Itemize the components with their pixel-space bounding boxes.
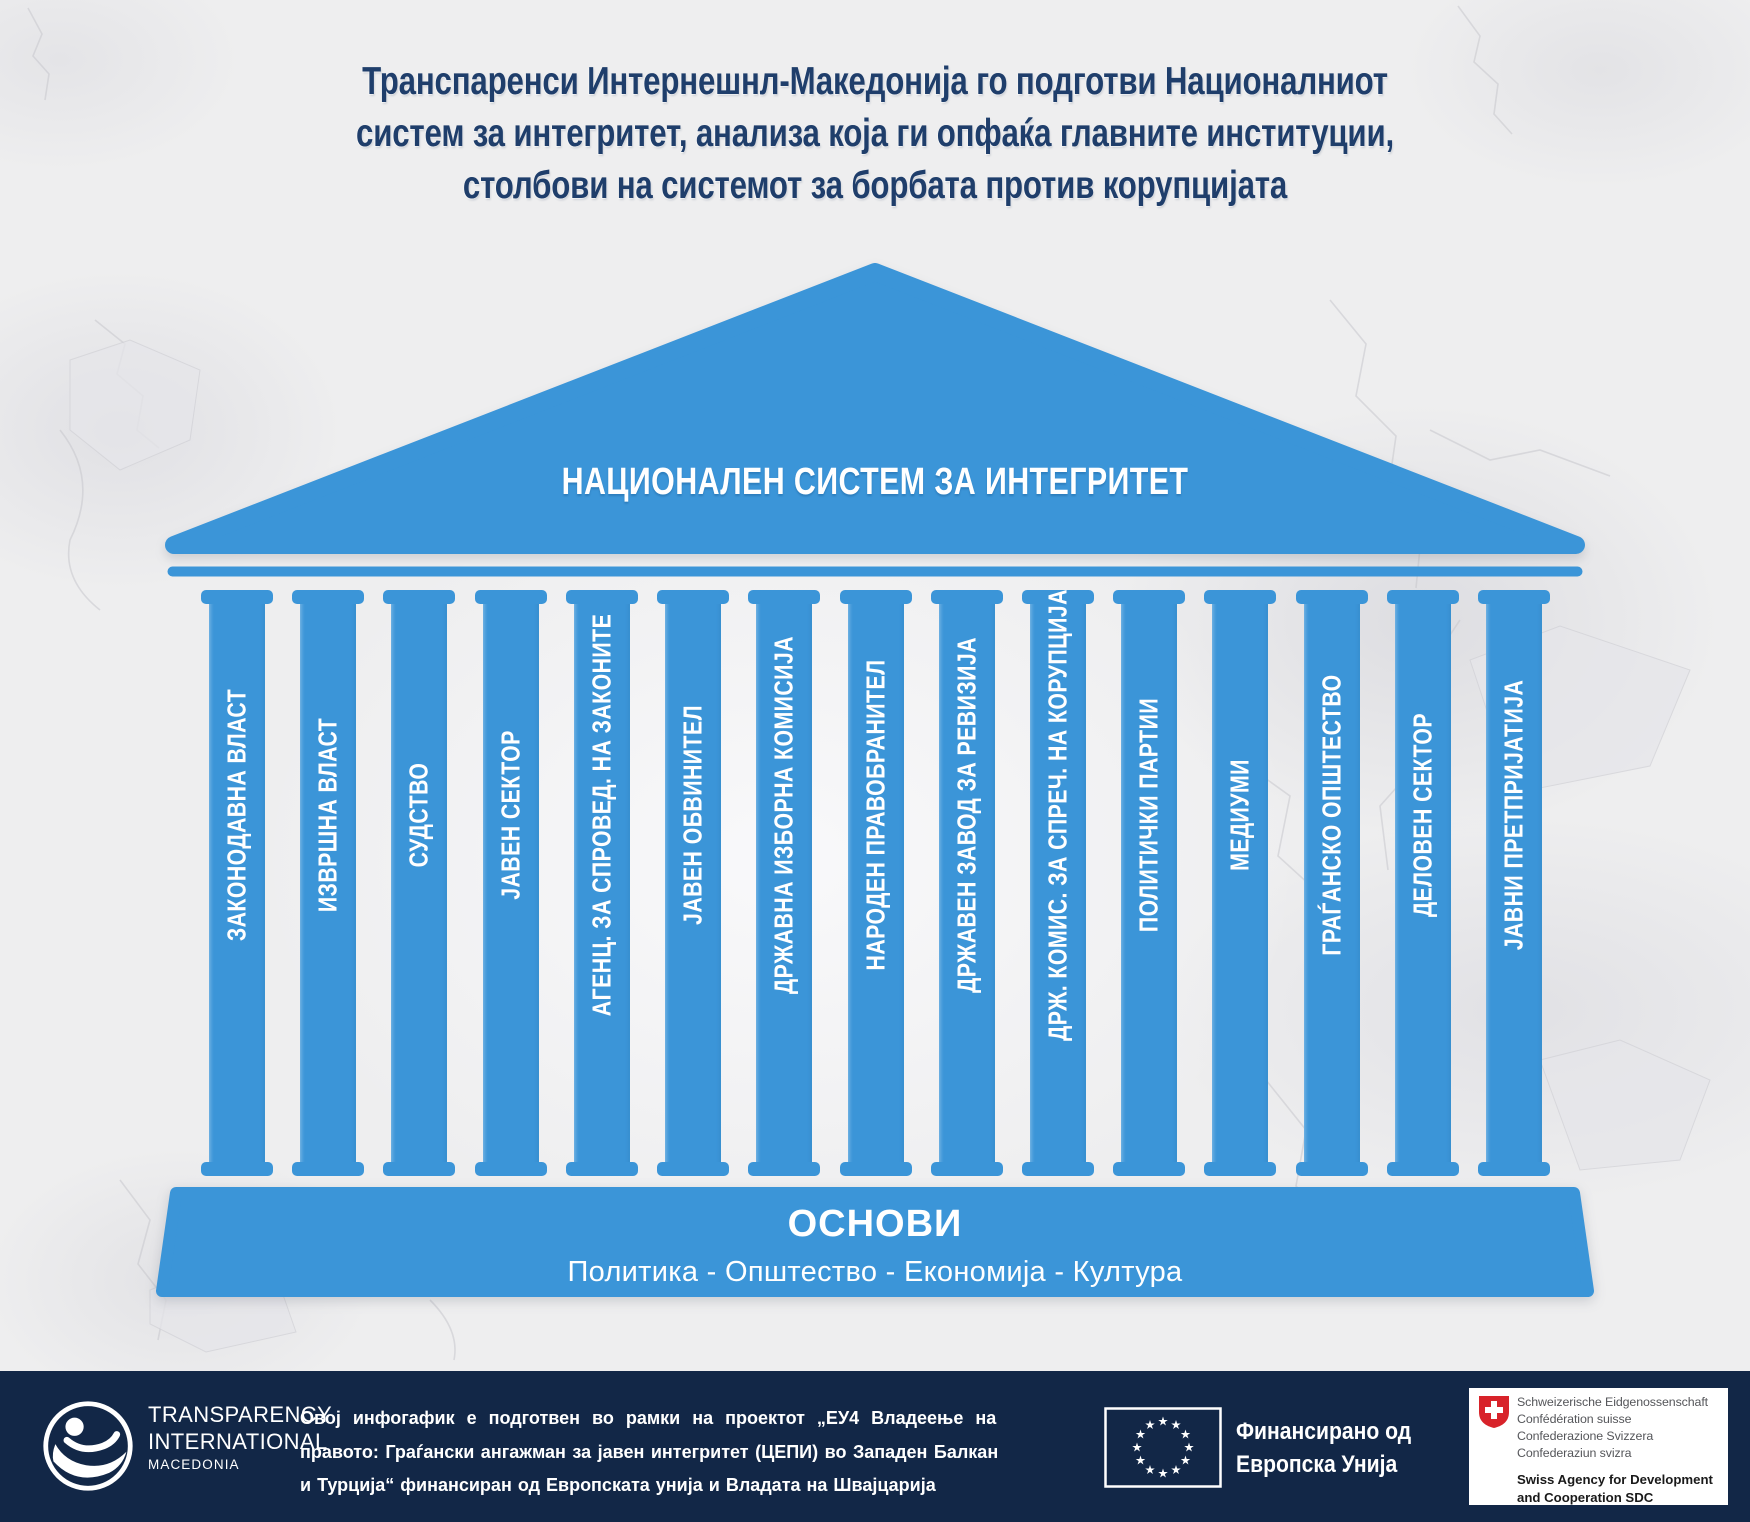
pillar-capital [1204,590,1276,604]
eu-flag-icon [1104,1407,1222,1488]
pillar-base [566,1162,638,1176]
eu-funding-line-1: Финансирано од [1236,1418,1412,1445]
pillar-base [1387,1162,1459,1176]
pillar-label: СУДСТВО [403,762,434,868]
ti-logo-text: TRANSPARENCY INTERNATIONAL MACEDONIA [148,1404,332,1472]
pillar: ЈАВНИ ПРЕТПРИЈАТИЈА [1478,590,1550,1176]
pillar-label: МЕДИУМИ [1224,759,1255,871]
pillar: ДЕЛОВЕН СЕКТОР [1387,590,1459,1176]
pillar-label: ДРЖАВНА ИЗБОРНА КОМИСИЈА [768,636,799,994]
pillar-label: АГЕНЦ. ЗА СПРОВЕД. НА ЗАКОНИТЕ [586,613,617,1017]
credit-line-3: и Турција“ финансиран од Европската униј… [300,1475,936,1495]
pillar-label: ДРЖ. КОМИС. ЗА СПРЕЧ. НА КОРУПЦИЈА [1042,589,1073,1041]
pillar: ЈАВЕН СЕКТОР [475,590,547,1176]
pillar-base [931,1162,1003,1176]
eu-funding-line-2: Европска Унија [1236,1451,1398,1478]
pillar-capital [566,590,638,604]
pillar-base [1478,1162,1550,1176]
pillar: МЕДИУМИ [1204,590,1276,1176]
pillar-capital [1113,590,1185,604]
pillar-label: НАРОДЕН ПРАВОБРАНИТЕЛ [860,659,891,971]
pillar-label: ДЕЛОВЕН СЕКТОР [1407,712,1438,918]
pillar-capital [1387,590,1459,604]
swiss-confederation-text: Schweizerische Eidgenossenschaft Confédé… [1517,1394,1708,1462]
pillar-label: ПОЛИТИЧКИ ПАРТИИ [1133,697,1164,933]
ti-logo-line-1: TRANSPARENCY [148,1402,333,1427]
pillar-label: ИЗВРШНА ВЛАСТ [312,717,343,913]
page-title: Транспаренси Интернешнл-Македонија го по… [175,56,1575,212]
pillar-base [1296,1162,1368,1176]
temple-roof [165,263,1585,554]
pillar-capital [1296,590,1368,604]
swiss-agency-line-2: and Cooperation SDC [1517,1489,1654,1505]
pillar-capital [1022,590,1094,604]
swiss-cooperation-logo: Schweizerische Eidgenossenschaft Confédé… [1469,1388,1728,1505]
footer: TRANSPARENCY INTERNATIONAL MACEDONIA Ово… [0,1371,1750,1522]
title-line-3: столбови на системот за борбата против к… [462,164,1288,207]
credit-line-1: Овој инфогафик е подготвен во рамки на п… [300,1408,997,1428]
swiss-line-3: Confederazione Svizzera [1517,1429,1654,1443]
pillar-base [292,1162,364,1176]
pillar: ЗАКОНОДАВНА ВЛАСТ [201,590,273,1176]
pillar: ПОЛИТИЧКИ ПАРТИИ [1113,590,1185,1176]
roof-label: НАЦИОНАЛЕН СИСТЕМ ЗА ИНТЕГРИТЕТ [561,461,1189,503]
pillar: АГЕНЦ. ЗА СПРОВЕД. НА ЗАКОНИТЕ [566,590,638,1176]
swiss-coat-of-arms-icon [1479,1396,1509,1428]
pillar-label: ЗАКОНОДАВНА ВЛАСТ [221,688,252,942]
pillar: ЈАВЕН ОБВИНИТЕЛ [657,590,729,1176]
foundation-title: ОСНОВИ [787,1203,963,1245]
pillar: ДРЖАВЕН ЗАВОД ЗА РЕВИЗИЈА [931,590,1003,1176]
pillar-capital [1478,590,1550,604]
pillar-label: ГРАЃАНСКО ОПШТЕСТВО [1316,674,1347,956]
pillar-base [201,1162,273,1176]
pillar: ИЗВРШНА ВЛАСТ [292,590,364,1176]
pillar: ГРАЃАНСКО ОПШТЕСТВО [1296,590,1368,1176]
pillar-capital [748,590,820,604]
title-line-1: Транспаренси Интернешнл-Македонија го по… [362,60,1388,103]
temple-foundation [156,1187,1594,1297]
pillar-base [840,1162,912,1176]
swiss-agency-text: Swiss Agency for Development and Coopera… [1517,1471,1713,1506]
pillar-base [383,1162,455,1176]
pillar-base [1204,1162,1276,1176]
pillar-label: ЈАВЕН СЕКТОР [495,730,526,900]
transparency-international-logo-icon [43,1401,133,1491]
pillar-capital [840,590,912,604]
pillar: НАРОДЕН ПРАВОБРАНИТЕЛ [840,590,912,1176]
swiss-line-4: Confederaziun svizra [1517,1446,1632,1460]
pillar-base [1113,1162,1185,1176]
title-line-2: систем за интегритет, анализа која ги оп… [356,112,1394,155]
ti-logo-line-3: MACEDONIA [148,1457,240,1472]
pillar-base [748,1162,820,1176]
eu-funding-label: Финансирано од Европска Унија [1236,1415,1411,1481]
pillar-label: ДРЖАВЕН ЗАВОД ЗА РЕВИЗИЈА [951,637,982,993]
foundation-subtitle: Политика - Општество - Економија - Култу… [567,1256,1183,1288]
pillar-base [475,1162,547,1176]
pillar: ДРЖ. КОМИС. ЗА СПРЕЧ. НА КОРУПЦИЈА [1022,589,1094,1176]
credit-line-2: правото: Граѓански ангажман за јавен инт… [300,1441,999,1462]
pillar-capital [931,590,1003,604]
project-credit-text: Овој инфогафик е подготвен во рамки на п… [300,1402,1005,1503]
pillar: СУДСТВО [383,590,455,1176]
swiss-agency-line-1: Swiss Agency for Development [1517,1472,1713,1487]
pillar-base [657,1162,729,1176]
temple-architrave [167,566,1583,577]
ti-logo-line-2: INTERNATIONAL [148,1429,328,1454]
pillar-base [1022,1162,1094,1176]
pillar-capital [201,590,273,604]
pillar: ДРЖАВНА ИЗБОРНА КОМИСИЈА [748,590,820,1176]
pillar-label: ЈАВЕН ОБВИНИТЕЛ [677,705,708,925]
pillar-capital [292,590,364,604]
pillar-capital [657,590,729,604]
swiss-line-2: Confédération suisse [1517,1412,1632,1426]
pillar-capital [475,590,547,604]
pillar-capital [383,590,455,604]
swiss-line-1: Schweizerische Eidgenossenschaft [1517,1395,1709,1409]
pillar-label: ЈАВНИ ПРЕТПРИЈАТИЈА [1498,679,1529,951]
